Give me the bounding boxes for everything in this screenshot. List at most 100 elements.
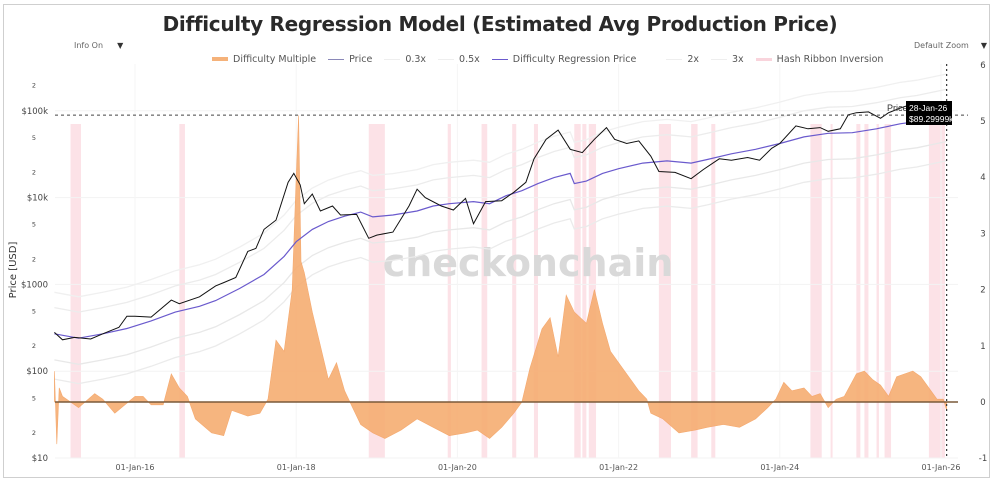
legend-item-price[interactable]: Price [328,54,372,65]
hash-ribbon-band [481,124,488,458]
y2-tick-label: 0 [980,398,985,408]
x-tick-label: 01-Jan-16 [116,463,155,472]
x-axis: 01-Jan-16 01-Jan-18 01-Jan-20 01-Jan-22 01-J… [116,463,961,472]
multiple-bands [54,73,947,385]
chart-legend: Difficulty Multiple Price 0.3x 0.5x Diff… [212,52,895,66]
hash-ribbon-band [368,124,385,458]
difficulty-regression-price-line [54,121,917,339]
hash-ribbon-band [179,124,185,458]
legend-swatch [491,58,508,60]
band-line-0-3x [54,160,947,385]
hash-ribbon-band [582,124,587,458]
y-tick-label: 2 [32,168,36,176]
legend-item-2x[interactable]: 2x [666,54,699,65]
info-toggle-label: Info On [74,41,104,50]
hash-ribbon-band [588,124,597,458]
y-tick-label: $1000 [21,280,48,290]
y-tick-label: $100k [21,107,48,117]
y-tick-label: 2 [32,342,36,350]
hash-ribbon-band [533,124,538,458]
y2-tick-label: -1 [979,454,987,464]
hash-ribbon-band [574,124,581,458]
y-tick-label: 5 [32,308,36,316]
legend-item-0-3x[interactable]: 0.3x [384,54,426,65]
x-tick-label: 01-Jan-26 [922,463,961,472]
legend-swatch [438,58,455,60]
hash-ribbon-band [447,124,451,458]
legend-swatch [212,57,228,61]
hash-ribbon-band [810,124,822,458]
hash-ribbon-band [691,124,698,458]
zoom-dropdown-label: Default Zoom [914,41,969,50]
legend-label: Hash Ribbon Inversion [776,53,884,65]
y-tick-label: 5 [32,221,36,229]
y2-tick-label: 6 [980,61,985,71]
hash-ribbon-band [711,124,716,458]
y-tick-label: 5 [32,134,36,142]
y2-tick-label: 3 [980,229,985,239]
legend-item-hash-ribbon-inversion[interactable]: Hash Ribbon Inversion [755,53,884,65]
legend-swatch [384,58,401,60]
legend-swatch [328,58,345,60]
legend-label: Difficulty Regression Price [512,53,637,65]
y-tick-label: $10 [32,454,48,464]
legend-item-3x[interactable]: 3x [711,54,744,65]
x-tick-label: 01-Jan-18 [277,463,316,472]
zoom-dropdown[interactable]: Default Zoom ▼ [914,41,987,50]
price-line [54,104,947,341]
tooltip-series-label: Price [887,103,908,113]
band-line-3x [54,73,947,298]
legend-item-difficulty-multiple[interactable]: Difficulty Multiple [212,54,316,65]
hash-ribbon-band [512,124,517,458]
hash-ribbon-band [876,124,879,458]
y2-tick-label: 5 [980,117,985,127]
hash-ribbon-band [864,124,869,458]
price-lines [54,104,947,341]
x-tick-label: 01-Jan-24 [760,463,799,472]
band-line-0-5x [54,140,947,365]
difficulty-multiple-area [54,115,947,445]
tooltip-box [906,101,952,125]
legend-swatch [755,57,772,61]
y-tick-label: 2 [32,82,36,90]
tooltip: Price 28-Jan-26 $89.29999k [887,101,954,125]
difficulty-multiple-area [54,115,947,445]
tooltip-date: 28-Jan-26 [909,103,948,113]
legend-label: 0.3x [405,53,427,65]
tooltip-value: $89.29999k [909,114,954,124]
band-line-2x [54,88,947,313]
y2-tick-label: 1 [980,342,985,352]
hash-ribbon-band [658,124,671,458]
chart-title: Difficulty Regression Model (Estimated A… [162,12,838,36]
y-tick-label: $100 [26,367,48,377]
y-axis-label: Price [USD] [8,242,19,299]
y-tick-label: 2 [32,429,36,437]
info-toggle-dropdown[interactable]: Info On ▼ [74,41,123,50]
x-tick-label: 01-Jan-22 [599,463,638,472]
x-tick-label: 01-Jan-20 [438,463,477,472]
y-axis-left: $10 2 5 $100 2 5 $1000 2 5 $10k 2 5 $100k 2 [21,82,48,464]
y-tick-label: $10k [27,194,48,204]
hash-ribbon-band [70,124,81,458]
legend-label: 0.5x [459,53,480,65]
legend-label: Difficulty Multiple [233,53,317,65]
chevron-down-icon: ▼ [117,41,124,50]
hash-ribbon-band [884,124,892,458]
y-axis-right: -1 0 1 2 3 4 5 6 [979,61,987,464]
y2-tick-label: 4 [980,173,985,183]
watermark: checkonchain [383,241,674,285]
legend-label: 2x [687,53,699,65]
legend-swatch [711,58,727,60]
hash-ribbon-band [856,124,861,458]
legend-item-0-5x[interactable]: 0.5x [438,54,480,65]
y2-tick-label: 2 [980,286,985,296]
y-tick-label: 5 [32,394,36,402]
hash-ribbon-band [928,124,946,458]
hash-ribbon-band [830,124,833,458]
legend-label: Price [349,53,373,65]
y-tick-label: 2 [32,255,36,263]
chevron-down-icon: ▼ [980,41,987,50]
legend-item-difficulty-regression-price[interactable]: Difficulty Regression Price [491,53,637,65]
legend-swatch [666,58,683,60]
